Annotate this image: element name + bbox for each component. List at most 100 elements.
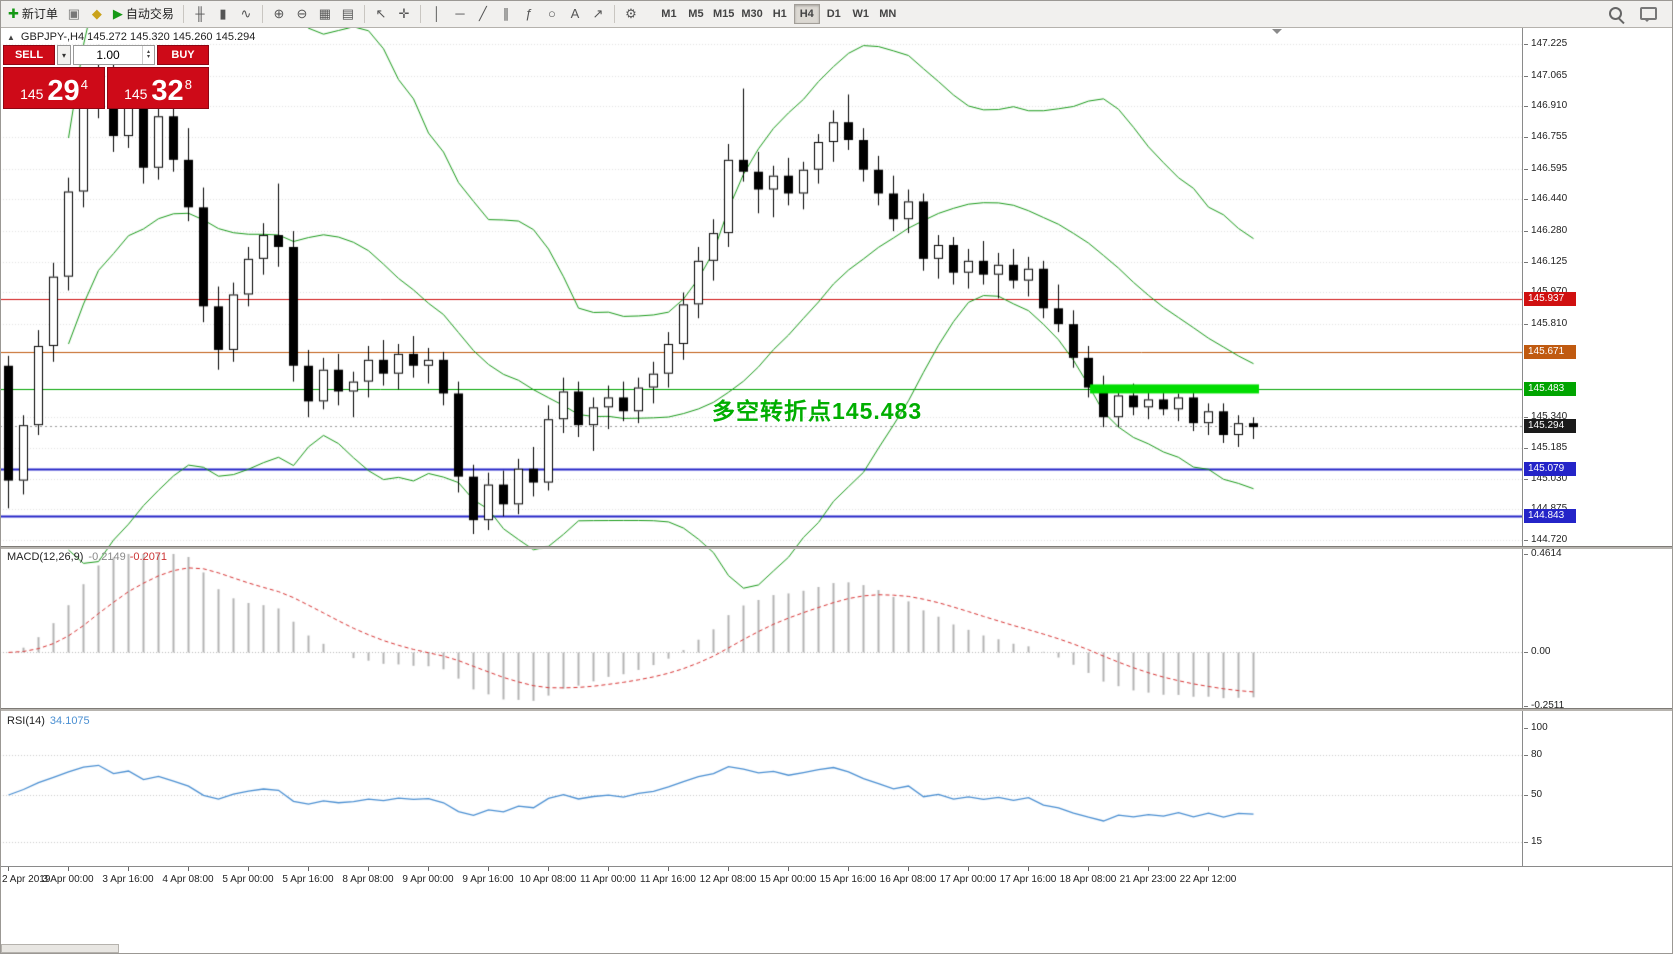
timeframe-h4[interactable]: H4 [793, 3, 820, 24]
vertical-line-button[interactable]: │ [426, 3, 448, 25]
timeframe-m5[interactable]: M5 [683, 4, 709, 24]
price-tick-label: 145.030 [1523, 472, 1568, 484]
price-tick-label: 145.185 [1523, 441, 1568, 453]
candlestick-mode-button[interactable]: ▮ [212, 3, 234, 25]
price-level-tag: 144.843 [1524, 508, 1576, 523]
chart-window-icon: ▣ [67, 6, 81, 21]
timeframe-mn[interactable]: MN [875, 4, 901, 24]
rsi-indicator-label: RSI(14) 34.1075 [7, 715, 90, 727]
price-tick-label: 146.910 [1523, 100, 1568, 112]
time-label: 11 Apr 16:00 [640, 874, 696, 885]
price-level-tag: 145.671 [1524, 344, 1576, 359]
timeframe-m30[interactable]: M30 [738, 4, 765, 24]
fibonacci-icon: ƒ [525, 6, 533, 21]
time-tick [1148, 867, 1149, 871]
rsi-axis-label: 100 [1524, 722, 1548, 734]
time-tick [1208, 867, 1209, 871]
buy-button[interactable]: BUY [157, 45, 209, 65]
timeframe-h1[interactable]: H1 [767, 4, 793, 24]
panel-separator[interactable] [0, 708, 1673, 711]
buy-price-big: 32 [151, 75, 184, 107]
timeframe-w1[interactable]: W1 [848, 4, 874, 24]
profiles-icon: ◆ [91, 6, 102, 21]
symbol-info: ▲ GBPJPY-,H4 145.272 145.320 145.260 145… [7, 31, 255, 43]
chat-icon [1640, 7, 1657, 22]
sell-button[interactable]: SELL [3, 45, 55, 65]
time-tick [548, 867, 549, 871]
time-tick [368, 867, 369, 871]
bid-price-tag: 145.294 [1524, 419, 1576, 434]
horizontal-line-button[interactable]: ─ [449, 3, 471, 25]
search-icon [1608, 7, 1622, 20]
macd-axis-label: 0.4614 [1524, 548, 1562, 559]
price-axis[interactable]: 147.225 147.065 146.910 146.755 146.595 146.4… [1522, 28, 1673, 866]
timeframe-m15[interactable]: M15 [710, 4, 737, 24]
price-tick-label: 147.065 [1523, 69, 1568, 81]
time-label: 9 Apr 00:00 [402, 874, 454, 885]
zoom-out-button[interactable]: ⊖ [291, 3, 313, 25]
time-tick [488, 867, 489, 871]
trendline-button[interactable]: ╱ [472, 3, 494, 25]
cursor-icon: ↖ [375, 6, 387, 21]
chart-window-button[interactable]: ▣ [63, 3, 85, 25]
volume-stepper[interactable]: ▴ ▾ [142, 46, 154, 64]
time-tick [1028, 867, 1029, 871]
time-tick [908, 867, 909, 871]
time-label: 8 Apr 08:00 [342, 874, 394, 885]
crosshair-button[interactable]: ✛ [393, 3, 415, 25]
macd-axis-label: 0.00 [1523, 646, 1551, 658]
buy-price[interactable]: 145 32 8 [107, 67, 209, 109]
volume-input-wrap: ▴▾ [73, 45, 155, 65]
profiles-button[interactable]: ◆ [86, 3, 108, 25]
chart-shift-marker-icon[interactable] [1272, 29, 1282, 39]
fibonacci-button[interactable]: ƒ [518, 3, 540, 25]
order-type-dropdown[interactable]: ▾ [57, 45, 71, 65]
price-tick-label: 146.440 [1523, 193, 1568, 205]
line-chart-mode-button[interactable]: ∿ [235, 3, 257, 25]
autotrade-label: 自动交易 [125, 7, 174, 21]
autotrade-button[interactable]: ▶ 自动交易 [109, 3, 178, 25]
timeframe-group: M1 M5 M15 M30 H1 H4 D1 W1 MN [656, 3, 901, 24]
price-level-tag: 145.937 [1524, 292, 1576, 307]
text-icon: A [570, 6, 580, 21]
chart-canvas[interactable] [0, 28, 1522, 866]
price-tick-label: 145.340 [1523, 411, 1568, 423]
timeframe-d1[interactable]: D1 [821, 4, 847, 24]
toolbar-separator [363, 4, 365, 23]
equidistant-channel-button[interactable]: ∥ [495, 3, 517, 25]
collapse-triangle-icon[interactable]: ▲ [7, 32, 15, 42]
cursor-button[interactable]: ↖ [370, 3, 392, 25]
arrow-tools-button[interactable]: ↗ [587, 3, 609, 25]
time-tick [728, 867, 729, 871]
timeframe-m1[interactable]: M1 [656, 4, 682, 24]
text-button[interactable]: A [564, 3, 586, 25]
sell-price[interactable]: 145 29 4 [3, 67, 105, 109]
panel-separator[interactable] [0, 546, 1673, 549]
volume-input[interactable] [74, 46, 142, 64]
new-order-button[interactable]: ✚ 新订单 [4, 3, 62, 25]
time-label: 21 Apr 23:00 [1119, 874, 1177, 885]
spin-up-icon: ▴ [146, 49, 150, 55]
indicators-button[interactable]: ⚙ [620, 3, 642, 25]
macd-name: MACD(12,26,9) [7, 551, 84, 563]
time-axis[interactable]: 2 Apr 2019 3 Apr 00:00 3 Apr 16:00 4 Apr 08… [0, 866, 1673, 890]
time-label: 4 Apr 08:00 [162, 874, 214, 885]
time-label: 18 Apr 08:00 [1059, 874, 1117, 885]
search-button[interactable] [1604, 3, 1626, 25]
time-label: 15 Apr 00:00 [759, 874, 817, 885]
price-level-tag: 145.079 [1524, 461, 1576, 476]
price-tick-label: 146.125 [1523, 255, 1568, 267]
indicators-icon: ⚙ [625, 6, 637, 21]
grid-button[interactable]: ▦ [314, 3, 336, 25]
zoom-in-icon: ⊕ [273, 6, 285, 21]
tile-windows-button[interactable]: ▤ [337, 3, 359, 25]
chat-button[interactable] [1636, 3, 1661, 25]
rsi-axis-label: 80 [1523, 749, 1543, 760]
macd-signal-value: -0.2071 [129, 551, 168, 563]
status-bar-stub [1, 944, 119, 953]
zoom-in-button[interactable]: ⊕ [268, 3, 290, 25]
time-label: 22 Apr 12:00 [1179, 874, 1237, 885]
bar-chart-mode-button[interactable]: ╫ [189, 3, 211, 25]
price-tick-label: 146.280 [1523, 225, 1568, 237]
shapes-button[interactable]: ○ [541, 3, 563, 25]
